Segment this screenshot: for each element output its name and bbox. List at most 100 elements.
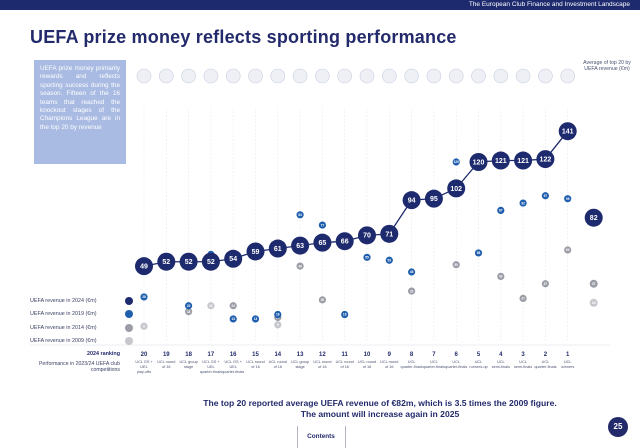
performance-label: semi-finals	[514, 365, 532, 369]
average-point	[589, 298, 598, 307]
rank-number: 3	[521, 352, 525, 358]
data-point	[519, 294, 527, 302]
performance-label: UCL	[564, 360, 572, 364]
average-note: Average of top 20 by UEFA revenue (€m)	[583, 60, 631, 73]
data-label: 60	[566, 248, 570, 252]
data-point	[358, 226, 376, 245]
club-crest-icon	[181, 68, 196, 84]
contents-link[interactable]: Contents	[307, 433, 335, 440]
legend-item-2014: UEFA revenue in 2014 (€m)	[30, 321, 133, 335]
performance-label: runners-up	[469, 365, 487, 369]
data-point	[408, 268, 416, 276]
data-label: 13	[254, 317, 258, 321]
data-point	[296, 211, 304, 219]
data-point	[185, 308, 193, 316]
performance-label: UCL round	[380, 360, 398, 364]
performance-label: quarter-finals	[401, 365, 423, 369]
data-label: 58	[477, 251, 481, 255]
performance-label: UCL	[519, 360, 527, 364]
legend-label: UEFA revenue in 2024 (€m)	[30, 297, 97, 304]
data-label: 26	[321, 298, 325, 302]
data-point	[380, 224, 399, 243]
data-label: 87	[499, 209, 503, 213]
data-label: 13	[231, 317, 235, 321]
performance-label: UCL group	[291, 360, 309, 364]
club-crest-icon	[471, 68, 486, 84]
club-crest-icon	[136, 68, 152, 84]
club-crest-icon	[315, 68, 330, 84]
legend-marker	[125, 296, 133, 305]
data-point	[497, 206, 505, 214]
legend-marker	[125, 323, 133, 332]
data-point	[469, 153, 488, 171]
performance-label: UCL round	[157, 360, 175, 364]
page-number-badge: 25	[608, 417, 628, 437]
rank-number: 1	[566, 352, 570, 358]
data-point	[519, 199, 527, 207]
data-label: 9	[277, 323, 279, 327]
rank-number: 8	[410, 352, 414, 358]
performance-label: UCL round	[246, 360, 264, 364]
footer-divider-right	[345, 426, 346, 448]
data-point	[541, 192, 550, 200]
performance-label: UCL round	[358, 360, 376, 364]
data-point	[564, 246, 572, 254]
data-point	[318, 221, 326, 229]
rank-number: 13	[297, 352, 304, 358]
data-point	[185, 302, 193, 310]
data-point	[491, 151, 510, 170]
data-label: 121	[517, 158, 529, 165]
data-point	[497, 272, 505, 280]
data-label: 94	[408, 198, 416, 205]
data-label: 92	[521, 201, 525, 205]
performance-label: quarter-finals	[534, 365, 556, 369]
data-point	[313, 233, 332, 252]
data-label: 37	[544, 282, 548, 286]
data-label: 22	[209, 304, 213, 308]
performance-label: of 16	[340, 365, 348, 369]
data-point	[157, 252, 176, 271]
data-point	[363, 253, 371, 261]
page-title: UEFA prize money reflects sporting perfo…	[30, 27, 457, 47]
data-label: 141	[562, 129, 574, 136]
rank-number: 19	[163, 352, 170, 358]
club-crest-icon	[248, 68, 263, 84]
legend-label: UEFA revenue in 2009 (€m)	[30, 338, 97, 345]
data-point	[207, 302, 215, 310]
legend-item-2009: UEFA revenue in 2009 (€m)	[30, 335, 133, 349]
performance-label: quarter-finals	[200, 370, 222, 374]
data-label: 77	[321, 223, 325, 227]
data-point	[514, 151, 533, 170]
performance-label: UCL	[497, 360, 505, 364]
club-crest-icon	[538, 68, 553, 84]
data-point	[424, 189, 443, 208]
data-label: 52	[185, 259, 193, 266]
legend-item-2024: UEFA revenue in 2024 (€m)	[30, 294, 133, 308]
performance-label: of 16	[318, 365, 326, 369]
performance-label: stage	[295, 365, 304, 369]
data-point	[474, 249, 483, 257]
performance-label: UCL	[408, 360, 416, 364]
club-crest-icon	[337, 68, 353, 84]
rank-number: 17	[208, 352, 215, 358]
data-label: 55	[365, 256, 369, 260]
caption-line-1: The top 20 reported average UEFA revenue…	[203, 398, 557, 408]
ranking-row-label: 2024 ranking	[87, 351, 120, 357]
rank-number: 15	[252, 352, 259, 358]
section-title: The European Club Finance and Investment…	[468, 1, 630, 8]
performance-label: UCL	[475, 360, 483, 364]
data-label: 45	[410, 270, 414, 274]
performance-label: quarter-finals	[445, 365, 467, 369]
legend-marker	[125, 337, 133, 346]
rank-number: 18	[185, 352, 192, 358]
data-label: 49	[140, 264, 148, 271]
performance-label: UCL GS +	[135, 360, 153, 364]
data-point	[447, 179, 466, 198]
club-crest-icon	[203, 68, 219, 84]
data-point	[140, 293, 148, 301]
performance-label: stage	[184, 365, 193, 369]
performance-label: of 16	[162, 365, 170, 369]
intro-box: UEFA prize money primarily rewards and r…	[34, 60, 126, 164]
data-label: 22	[231, 304, 235, 308]
data-label: 61	[274, 246, 282, 253]
